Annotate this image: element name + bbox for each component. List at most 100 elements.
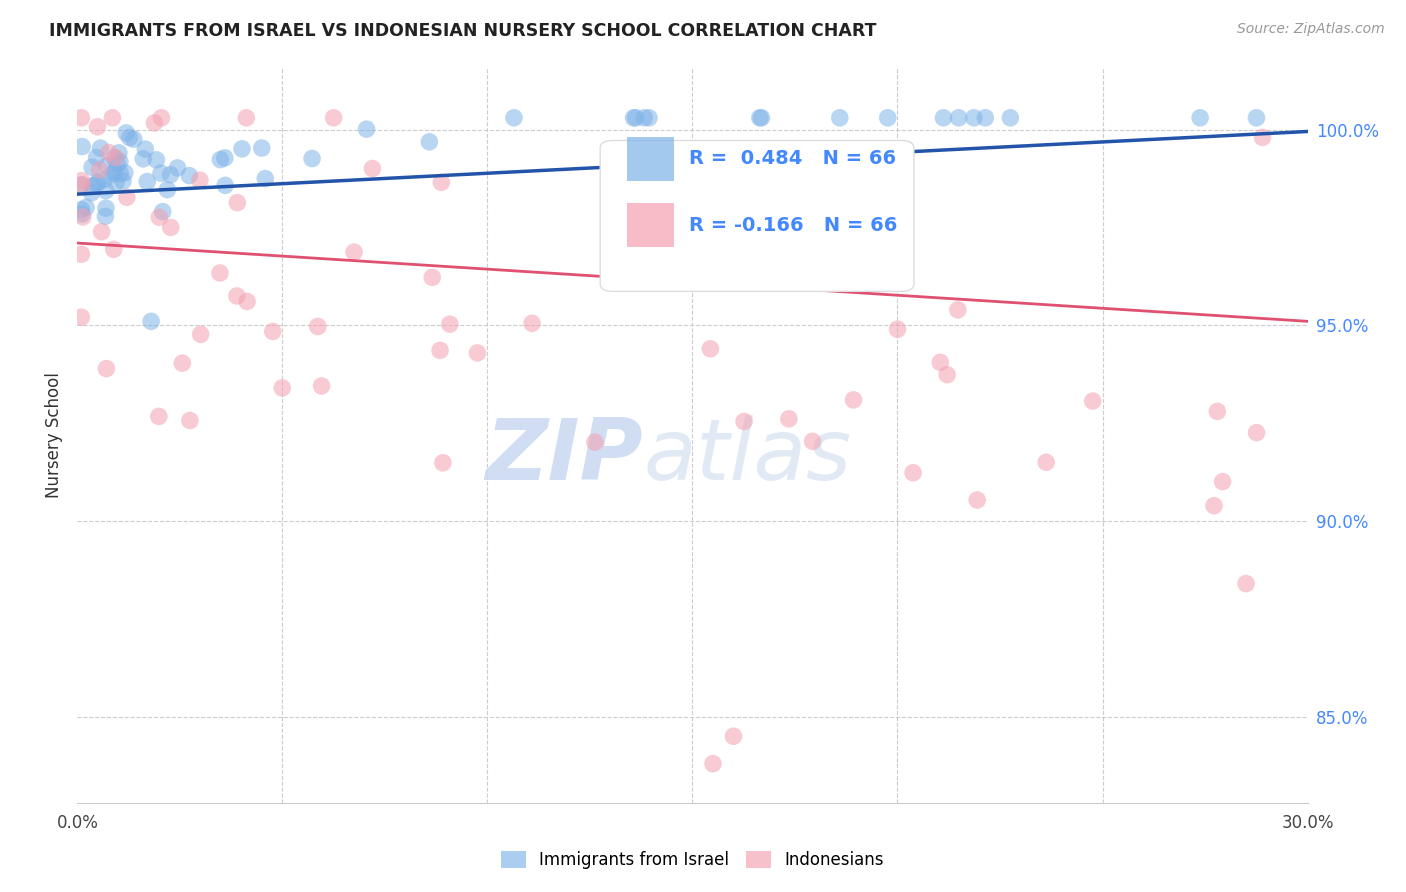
Point	[801, 434, 824, 449]
Point	[89, 163, 111, 178]
Point	[166, 161, 188, 175]
Point	[97, 145, 120, 160]
Point	[1246, 111, 1268, 125]
Point	[418, 135, 440, 149]
Point	[361, 161, 384, 176]
Point	[86, 120, 108, 134]
Point	[70, 174, 93, 188]
Point	[108, 154, 131, 169]
Point	[1081, 394, 1104, 409]
Point	[96, 159, 118, 173]
Point	[115, 126, 138, 140]
Point	[72, 210, 94, 224]
Point	[145, 153, 167, 167]
Text: ZIP: ZIP	[485, 416, 644, 499]
Point	[104, 151, 127, 165]
Point	[226, 195, 249, 210]
Point	[876, 111, 898, 125]
Point	[1212, 475, 1234, 489]
Point	[93, 172, 115, 186]
Point	[1000, 111, 1022, 125]
Point	[1035, 455, 1057, 469]
Point	[225, 289, 247, 303]
Point	[70, 139, 93, 153]
Point	[307, 319, 329, 334]
Y-axis label: Nursery School: Nursery School	[45, 372, 63, 498]
Point	[214, 178, 236, 193]
Point	[430, 175, 453, 189]
Point	[974, 111, 997, 125]
Point	[583, 435, 606, 450]
Point	[82, 160, 104, 174]
Point	[886, 322, 908, 336]
Point	[156, 183, 179, 197]
Point	[150, 111, 173, 125]
Point	[929, 355, 952, 369]
Point	[159, 220, 181, 235]
Point	[623, 111, 645, 125]
Point	[250, 141, 273, 155]
Point	[208, 266, 231, 280]
Point	[963, 111, 986, 125]
FancyBboxPatch shape	[627, 136, 673, 181]
Point	[134, 142, 156, 156]
Point	[467, 346, 489, 360]
Point	[70, 202, 93, 217]
Point	[778, 412, 800, 426]
Point	[141, 314, 163, 328]
Point	[149, 166, 172, 180]
Point	[520, 316, 543, 330]
Text: R = -0.166   N = 66: R = -0.166 N = 66	[689, 216, 897, 235]
Point	[235, 111, 257, 125]
Point	[152, 204, 174, 219]
Point	[301, 152, 323, 166]
Point	[70, 247, 93, 261]
Text: Source: ZipAtlas.com: Source: ZipAtlas.com	[1237, 22, 1385, 37]
Point	[748, 111, 770, 125]
Point	[75, 201, 97, 215]
Point	[70, 111, 93, 125]
Point	[105, 175, 128, 189]
Point	[699, 342, 721, 356]
Point	[108, 167, 131, 181]
Point	[702, 756, 724, 771]
Text: IMMIGRANTS FROM ISRAEL VS INDONESIAN NURSERY SCHOOL CORRELATION CHART: IMMIGRANTS FROM ISRAEL VS INDONESIAN NUR…	[49, 22, 877, 40]
Point	[148, 409, 170, 424]
Point	[179, 169, 201, 183]
Point	[624, 111, 647, 125]
Point	[86, 177, 108, 191]
Point	[136, 175, 159, 189]
Point	[343, 245, 366, 260]
Point	[262, 325, 284, 339]
Point	[311, 379, 333, 393]
Text: atlas: atlas	[644, 416, 851, 499]
Point	[96, 361, 118, 376]
Point	[432, 456, 454, 470]
Point	[105, 156, 128, 170]
Point	[114, 166, 136, 180]
Point	[236, 294, 259, 309]
Point	[143, 116, 166, 130]
Point	[946, 302, 969, 317]
Point	[159, 168, 181, 182]
Point	[1202, 499, 1225, 513]
Point	[439, 317, 461, 331]
Point	[673, 177, 696, 191]
Point	[132, 152, 155, 166]
Point	[429, 343, 451, 358]
Point	[936, 368, 959, 382]
Point	[966, 493, 988, 508]
Point	[103, 242, 125, 256]
Legend: Immigrants from Israel, Indonesians: Immigrants from Israel, Indonesians	[495, 844, 890, 875]
Point	[932, 111, 955, 125]
Point	[214, 151, 236, 165]
Point	[254, 171, 277, 186]
Point	[70, 207, 93, 221]
Point	[901, 466, 924, 480]
Point	[108, 145, 131, 160]
Point	[1206, 404, 1229, 418]
Point	[86, 151, 108, 165]
Point	[94, 184, 117, 198]
Point	[101, 111, 124, 125]
Point	[111, 174, 134, 188]
